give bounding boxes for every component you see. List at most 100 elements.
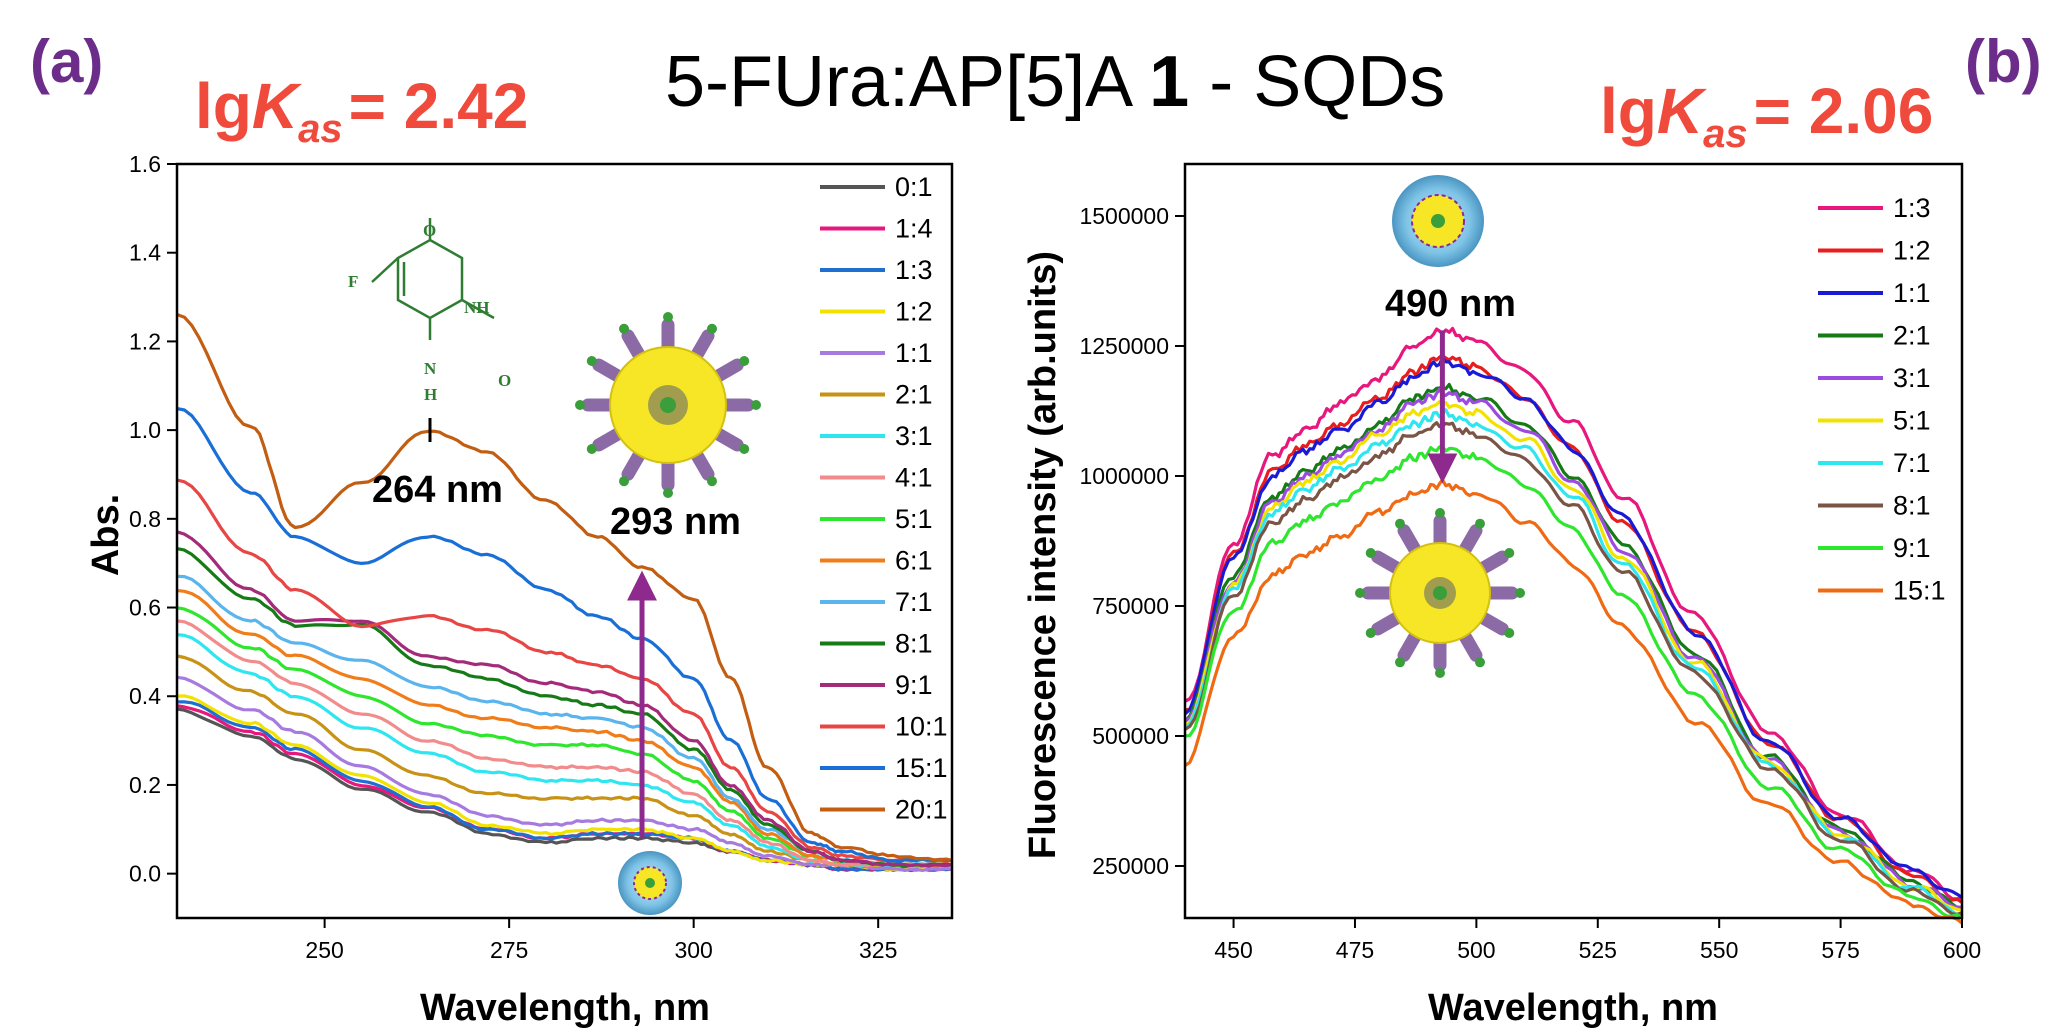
ligand-tip <box>1515 588 1525 598</box>
y-tick-label: 500000 <box>1092 723 1169 749</box>
ligand-tip <box>575 400 585 410</box>
series-line-5-1 <box>176 606 953 868</box>
legend-label: 8:1 <box>1893 491 1931 521</box>
molecule-atom-o-top: O <box>423 221 436 240</box>
ligand-tip <box>619 476 629 487</box>
legend-label: 5:1 <box>895 504 933 534</box>
legend-label: 2:1 <box>895 380 933 410</box>
legend-label: 7:1 <box>1893 448 1931 478</box>
y-tick-label: 1.0 <box>129 417 161 443</box>
x-axis-label-a: Wavelength, nm <box>420 987 710 1029</box>
loaded-nanoparticle-icon-b <box>1355 508 1525 678</box>
kas-label-b: lgKas= 2.06 <box>1600 75 1933 156</box>
ligand-tip <box>1355 588 1365 598</box>
y-tick-label: 0.0 <box>129 861 161 887</box>
y-tick-label: 1.4 <box>129 240 161 266</box>
ligand-tip <box>739 356 750 366</box>
legend-label: 10:1 <box>895 712 948 742</box>
ligand-tip <box>1475 518 1485 529</box>
ligand-tip <box>1395 518 1405 529</box>
legend-label: 1:3 <box>1893 193 1931 223</box>
ligand-tip <box>1365 628 1376 638</box>
legend-label: 15:1 <box>895 753 948 783</box>
y-tick-label: 1.6 <box>129 151 161 177</box>
y-tick-label: 0.4 <box>129 683 161 709</box>
chart-panel-a: 250 275 300 3250.00.20.40.60.81.01.21.41.6 … <box>85 151 954 1029</box>
x-tick-label: 250 <box>305 937 343 963</box>
legend-label: 1:2 <box>1893 236 1931 266</box>
series-line-7-1 <box>1183 408 1963 917</box>
series-line-4-1 <box>176 619 953 868</box>
x-tick-label: 475 <box>1336 937 1374 963</box>
legend-label: 1:1 <box>1893 278 1931 308</box>
molecule-atom-n: N <box>424 359 437 378</box>
x-tick-label: 450 <box>1214 937 1252 963</box>
series-line-8-1 <box>1184 421 1963 916</box>
plot-frame-a <box>175 162 954 920</box>
empty-nanoparticle-icon <box>618 851 682 915</box>
x-tick-label: 525 <box>1579 937 1617 963</box>
legend-label: 20:1 <box>895 795 948 825</box>
annotation-264nm: 264 nm <box>372 469 503 511</box>
molecule-atom-h: H <box>424 385 437 404</box>
y-tick-label: 1500000 <box>1079 203 1169 229</box>
x-tick-label: 500 <box>1457 937 1495 963</box>
ligand-tip <box>586 444 597 454</box>
series-line-1-1 <box>176 675 953 873</box>
kas-label-a: lgKas= 2.42 <box>195 70 528 151</box>
ligand-tip <box>707 476 717 487</box>
ligand-tip <box>1504 628 1515 638</box>
ligand-tip <box>1395 657 1405 668</box>
x-tick-label: 275 <box>490 937 528 963</box>
annotation-293nm: 293 nm <box>610 501 741 543</box>
y-axis-label-a: Abs. <box>85 494 127 576</box>
y-tick-label: 0.6 <box>129 595 161 621</box>
y-tick-label: 0.2 <box>129 772 161 798</box>
panel-label-a: (a) <box>30 28 103 95</box>
ligand-tip <box>586 356 597 366</box>
series-line-9-1 <box>176 530 953 868</box>
ligand-tip <box>663 312 673 322</box>
y-tick-label: 1250000 <box>1079 333 1169 359</box>
legend-label: 1:2 <box>895 297 933 327</box>
series-line-1-1 <box>1183 356 1963 899</box>
legend-label: 6:1 <box>895 546 933 576</box>
legend-label: 1:4 <box>895 214 933 244</box>
legend-label: 5:1 <box>1893 406 1931 436</box>
series-line-20-1 <box>176 312 953 862</box>
y-tick-label: 1.2 <box>129 328 161 354</box>
series-line-9-1 <box>1184 444 1963 920</box>
legend-label: 8:1 <box>895 629 933 659</box>
legend-label: 9:1 <box>895 670 933 700</box>
legend-label: 1:3 <box>895 255 933 285</box>
y-tick-label: 0.8 <box>129 506 161 532</box>
x-tick-label: 575 <box>1821 937 1859 963</box>
chart-panel-b: 450 475 500 525 550 575 600 250000 500000 750000 1… <box>1022 162 1981 1029</box>
legend-label: 9:1 <box>1893 533 1931 563</box>
ligand-tip <box>1504 548 1515 558</box>
y-axis-label-b: Fluorescence intensity (arb.units) <box>1022 251 1064 859</box>
ligand-tip <box>751 400 761 410</box>
figure-title: 5-FUra:AP[5]A 1 - SQDs <box>665 42 1445 122</box>
panel-label-b: (b) <box>1965 28 2042 95</box>
loaded-nanoparticle-icon <box>575 312 761 498</box>
x-axis-label-b: Wavelength, nm <box>1428 987 1718 1029</box>
annotation-490nm: 490 nm <box>1385 283 1516 325</box>
y-tick-label: 250000 <box>1092 853 1169 879</box>
series-line-15-1 <box>1184 478 1963 925</box>
legend-label: 7:1 <box>895 587 933 617</box>
ligand-tip <box>1475 657 1485 668</box>
x-tick-label: 300 <box>674 937 712 963</box>
y-tick-label: 750000 <box>1092 593 1169 619</box>
legend-label: 15:1 <box>1893 576 1946 606</box>
y-tick-label: 1000000 <box>1079 463 1169 489</box>
empty-nanoparticle-icon-b <box>1392 175 1484 267</box>
x-tick-label: 325 <box>859 937 897 963</box>
ligand-tip <box>739 444 750 454</box>
ligand-tip <box>619 323 629 334</box>
series-line-10-1 <box>176 478 953 864</box>
series-line-1-2 <box>1184 353 1963 904</box>
molecule-atom-o-right: O <box>498 371 511 390</box>
legend-label: 3:1 <box>895 421 933 451</box>
